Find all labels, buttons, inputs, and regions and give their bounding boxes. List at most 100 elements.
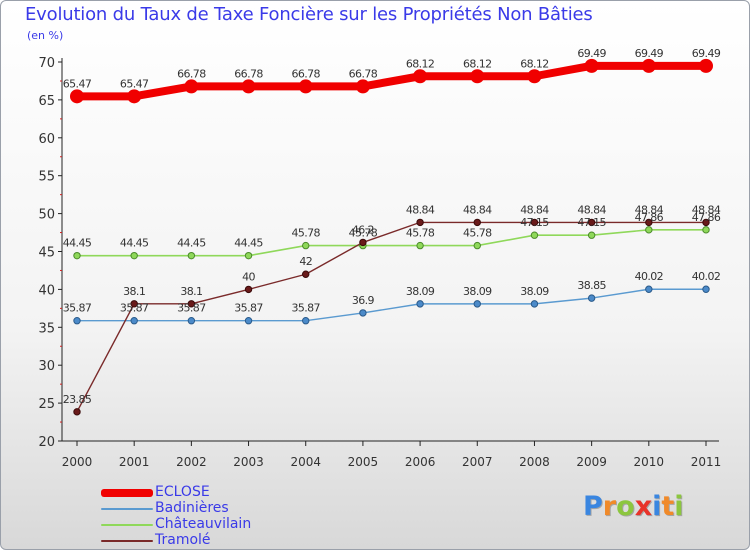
data-point [302, 241, 310, 250]
data-label: 35.87 [234, 302, 263, 315]
data-point [530, 218, 539, 227]
data-point [244, 285, 253, 294]
data-label: 66.78 [291, 67, 320, 80]
data-point [416, 300, 424, 308]
data-label: 47.15 [577, 216, 606, 229]
data-label: 48.84 [520, 203, 549, 216]
data-label: 45.78 [406, 227, 435, 240]
data-point [302, 270, 310, 278]
y-tick-label: 70 [38, 56, 55, 71]
y-tick-label: 55 [38, 170, 55, 185]
data-point [645, 218, 653, 227]
y-tick-label: 40 [38, 283, 55, 298]
data-label: 47.15 [520, 216, 549, 229]
data-label: 48.84 [635, 203, 664, 216]
data-point [244, 251, 253, 260]
y-tick-label: 35 [38, 321, 55, 336]
logo-letter: i [652, 491, 662, 522]
y-tick-label: 25 [38, 397, 55, 412]
legend-label: Châteauvilain [155, 516, 252, 532]
data-point [359, 238, 367, 247]
data-point [130, 317, 138, 325]
data-label: 42 [299, 255, 312, 268]
data-point [587, 294, 596, 302]
data-label: 66.78 [177, 67, 206, 80]
data-label: 44.45 [177, 237, 206, 250]
data-label: 69.49 [577, 47, 606, 60]
data-label: 38.1 [123, 285, 145, 298]
data-point [527, 69, 542, 84]
y-tick-label: 65 [38, 94, 55, 109]
x-tick-label: 2004 [290, 455, 321, 469]
data-label: 40.02 [635, 270, 664, 283]
chart-title: Evolution du Taux de Taxe Foncière sur l… [25, 4, 593, 25]
y-tick-label: 45 [38, 246, 55, 261]
data-label: 69.49 [692, 47, 721, 60]
x-tick-label: 2008 [519, 455, 550, 469]
data-point [244, 317, 253, 325]
logo-letter: P [583, 491, 603, 522]
data-label: 35.87 [291, 302, 320, 315]
data-label: 44.45 [120, 237, 149, 250]
data-label: 40.02 [692, 270, 721, 283]
data-point [302, 317, 310, 325]
data-point [241, 79, 256, 94]
data-point [73, 408, 81, 416]
data-label: 66.78 [349, 67, 378, 80]
data-label: 48.84 [463, 203, 492, 216]
data-label: 40 [242, 270, 255, 283]
data-label: 45.78 [291, 227, 320, 240]
y-tick-label: 30 [38, 359, 55, 374]
data-label: 65.47 [63, 77, 92, 90]
data-label: 66.78 [234, 67, 263, 80]
x-tick-label: 2007 [462, 455, 493, 469]
data-point [73, 251, 81, 260]
data-point [645, 285, 653, 293]
proxiti-logo: Proxiti [583, 491, 684, 522]
data-point [470, 69, 485, 84]
data-label: 47.86 [692, 211, 721, 224]
data-point [473, 300, 481, 308]
data-label: 38.09 [463, 285, 492, 298]
x-tick-label: 2009 [576, 455, 607, 469]
data-point [298, 79, 313, 94]
x-tick-label: 2003 [233, 455, 264, 469]
x-tick-label: 2010 [634, 455, 665, 469]
logo-letter: i [674, 491, 684, 522]
legend-swatch [101, 540, 153, 542]
series-line-0 [73, 61, 710, 101]
data-point [355, 79, 370, 94]
data-point [530, 231, 539, 239]
data-label: 48.84 [406, 203, 435, 216]
logo-letter: r [602, 491, 617, 522]
data-label: 47.86 [635, 211, 664, 224]
data-label: 65.47 [120, 77, 149, 90]
y-tick-label: 20 [38, 435, 55, 450]
data-label: 68.12 [520, 57, 549, 70]
data-point [699, 58, 713, 73]
y-tick-label: 60 [38, 132, 55, 147]
data-point [641, 58, 656, 73]
data-point [416, 218, 424, 227]
legend-swatch [101, 508, 153, 510]
legend-swatch [101, 524, 153, 526]
data-point [187, 317, 196, 325]
data-label: 46.2 [352, 223, 374, 236]
x-tick-label: 2000 [62, 455, 93, 469]
data-label: 38.85 [577, 279, 606, 292]
data-label: 35.87 [177, 302, 206, 315]
y-tick-label: 50 [38, 208, 55, 223]
data-point [127, 89, 142, 104]
data-label: 69.49 [635, 47, 664, 60]
data-label: 23.85 [63, 393, 92, 406]
data-point [530, 300, 539, 308]
data-point [473, 241, 481, 250]
data-label: 68.12 [406, 57, 435, 70]
data-point [359, 309, 367, 317]
data-point [70, 89, 84, 104]
data-label: 44.45 [63, 237, 92, 250]
data-point [413, 69, 428, 84]
data-point [587, 231, 596, 239]
